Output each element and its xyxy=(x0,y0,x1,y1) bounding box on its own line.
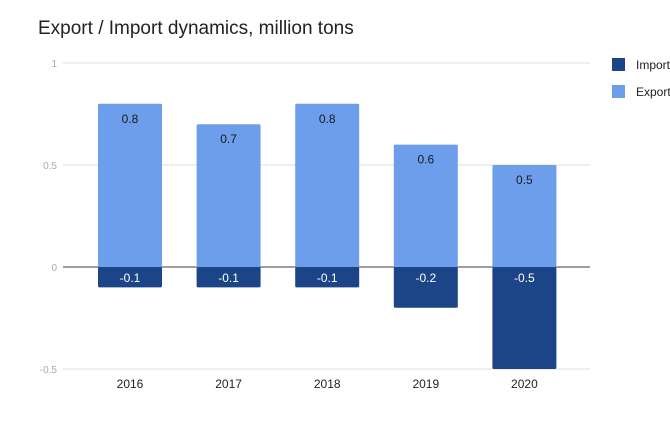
data-label: 0.8 xyxy=(319,112,336,126)
data-label: -0.2 xyxy=(415,271,436,285)
bar-import xyxy=(492,267,557,369)
data-label: 0.7 xyxy=(220,132,237,146)
bar-import xyxy=(196,267,261,288)
x-tick-label: 2018 xyxy=(314,377,341,391)
data-label: -0.1 xyxy=(317,271,338,285)
legend-label: Export xyxy=(636,85,670,99)
bar-import xyxy=(393,267,458,308)
bar-import xyxy=(98,267,162,288)
data-label: 0.6 xyxy=(417,153,434,167)
x-tick-label: 2019 xyxy=(412,377,439,391)
x-tick-label: 2017 xyxy=(215,377,242,391)
chart-title: Export / Import dynamics, million tons xyxy=(38,18,354,39)
y-tick-label: 1 xyxy=(51,59,57,70)
bar-import xyxy=(295,267,360,288)
y-tick-label: 0 xyxy=(51,263,57,274)
y-tick-label: 0.5 xyxy=(43,161,57,172)
legend-swatch-export xyxy=(612,85,625,98)
bar-export xyxy=(492,165,557,267)
data-label: -0.1 xyxy=(120,271,141,285)
bar-export xyxy=(295,103,360,267)
legend-label: Import xyxy=(636,58,670,72)
x-tick-label: 2020 xyxy=(511,377,538,391)
bar-export xyxy=(98,103,162,267)
legend-swatch-import xyxy=(612,58,625,71)
y-tick-label: -0.5 xyxy=(40,365,58,376)
data-label: -0.1 xyxy=(218,271,239,285)
data-label: 0.5 xyxy=(516,173,533,187)
data-label: 0.8 xyxy=(122,112,139,126)
bar-export xyxy=(196,124,261,267)
data-label: -0.5 xyxy=(514,271,535,285)
x-tick-label: 2016 xyxy=(117,377,144,391)
bar-export xyxy=(393,144,458,267)
